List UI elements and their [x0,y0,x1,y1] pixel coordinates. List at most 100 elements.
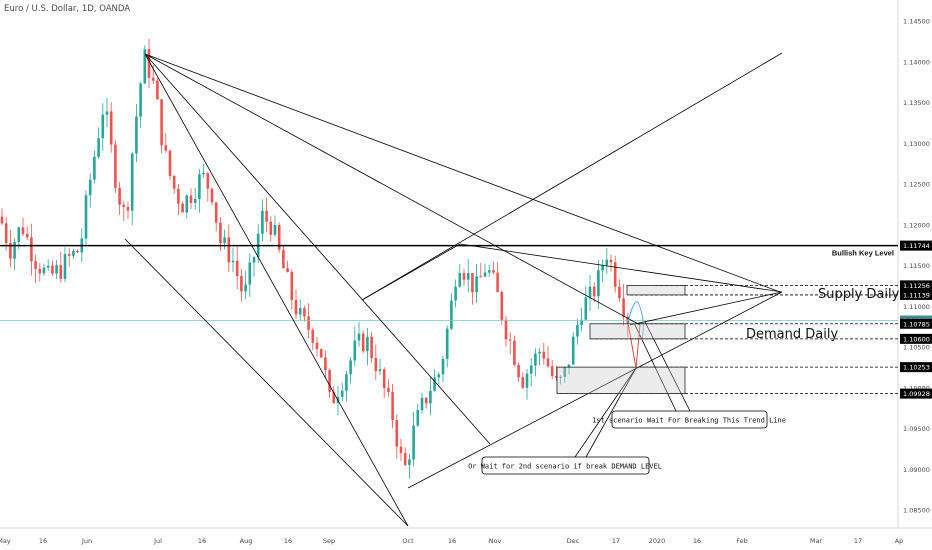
candle [403,447,407,467]
candle [466,258,470,293]
time-tick-label: Dec [567,537,580,545]
candle [576,318,579,345]
chart-title: Euro / U.S. Dollar, 1D, OANDA [4,4,130,14]
time-tick-label: 16 [448,537,456,545]
candle [97,127,100,159]
callout-scenario-1: 1st scenario Wait For Breaking This Tren… [592,410,786,429]
candle [366,328,369,366]
candle [328,368,331,398]
candle [605,248,609,274]
time-tick-label: May [0,537,11,545]
trend-drawings [124,52,783,527]
candle [450,293,453,331]
candle [88,173,92,208]
time-tick-label: 16 [39,537,47,545]
candle [563,366,567,383]
candle [72,248,75,260]
price-tick-label: 1.14500 [903,18,930,26]
candle [622,283,625,326]
candle [227,224,231,272]
time-tick-label: Aug [240,537,253,545]
zone-box [626,284,686,296]
candle [160,98,163,154]
candle [172,175,176,194]
time-axis[interactable]: May 16 Jun Jul 16 Aug 16 Sep Oct 16 Nov Dec 17 2020 16… [0,537,903,545]
candle [340,382,344,401]
descending-channel-upper-line [144,53,409,527]
svg-text:1.10253: 1.10253 [903,364,930,372]
ascending-wedge-upper-line [361,52,783,301]
candle [475,263,478,304]
candle [588,274,592,312]
svg-text:1.10600: 1.10600 [903,335,930,343]
price-tick-label: 1.09500 [903,425,930,433]
demand-zone-label: Demand Daily [746,327,838,342]
candle [374,344,378,381]
candle [156,78,159,100]
candle [177,184,180,216]
candle [361,330,365,354]
time-tick-label: Sep [323,537,335,545]
price-tick-label: 1.11500 [903,262,930,270]
candle [550,360,554,380]
price-axis[interactable]: 1.14500 1.14000 1.13500 1.13000 1.12500 1.120… [903,18,930,515]
top-fan-line-1 [144,53,641,326]
candle [214,201,218,232]
candle [34,254,37,283]
svg-text:1.11744: 1.11744 [903,242,930,250]
time-tick-label: Oct [402,537,414,545]
price-tick-label: 1.11000 [903,303,930,311]
time-tick-label: 2020 [649,537,666,545]
price-badge: 1.10253 [900,362,932,373]
candle [105,97,109,128]
svg-text:1.11139: 1.11139 [903,291,930,299]
candle [349,357,352,384]
candle [109,102,113,153]
candle [521,372,525,390]
candle [290,269,294,310]
candle [4,216,8,251]
top-fan-line-2 [144,53,781,293]
candle [613,255,617,293]
svg-text:1.09928: 1.09928 [903,390,930,398]
candle [59,251,63,283]
candle [114,139,117,194]
time-tick-label: 17 [854,537,862,545]
candle [126,201,130,220]
candle [387,379,390,397]
candle [55,260,58,279]
candle [454,279,457,308]
candle [580,308,583,332]
candle [319,348,323,359]
candle [471,273,474,305]
candle [21,217,25,237]
time-tick-label: Jun [81,537,92,545]
time-tick-label: 16 [284,537,292,545]
candle [500,290,504,325]
time-tick-label: 16 [198,537,206,545]
zone-box [589,323,686,340]
candle [84,190,88,245]
time-tick-label: Nov [489,537,502,545]
candle [0,208,4,226]
candle [76,249,79,254]
time-tick-label: 17 [612,537,620,545]
candle [408,453,411,479]
candle [189,188,193,210]
projection-path-down [627,322,641,369]
candle [513,335,516,367]
candle [370,331,373,363]
candle [433,369,436,392]
price-tick-label: 1.14000 [903,58,930,66]
candle [193,187,197,210]
svg-text:1st scenario Wait For Breaking: 1st scenario Wait For Breaking This Tren… [592,417,786,425]
candle [143,45,147,84]
candle [424,397,428,409]
price-badge: 1.11744 [900,240,932,251]
candle [626,313,630,338]
candle [118,182,121,215]
candle [181,201,184,213]
candle [261,199,264,242]
candle [248,253,252,297]
